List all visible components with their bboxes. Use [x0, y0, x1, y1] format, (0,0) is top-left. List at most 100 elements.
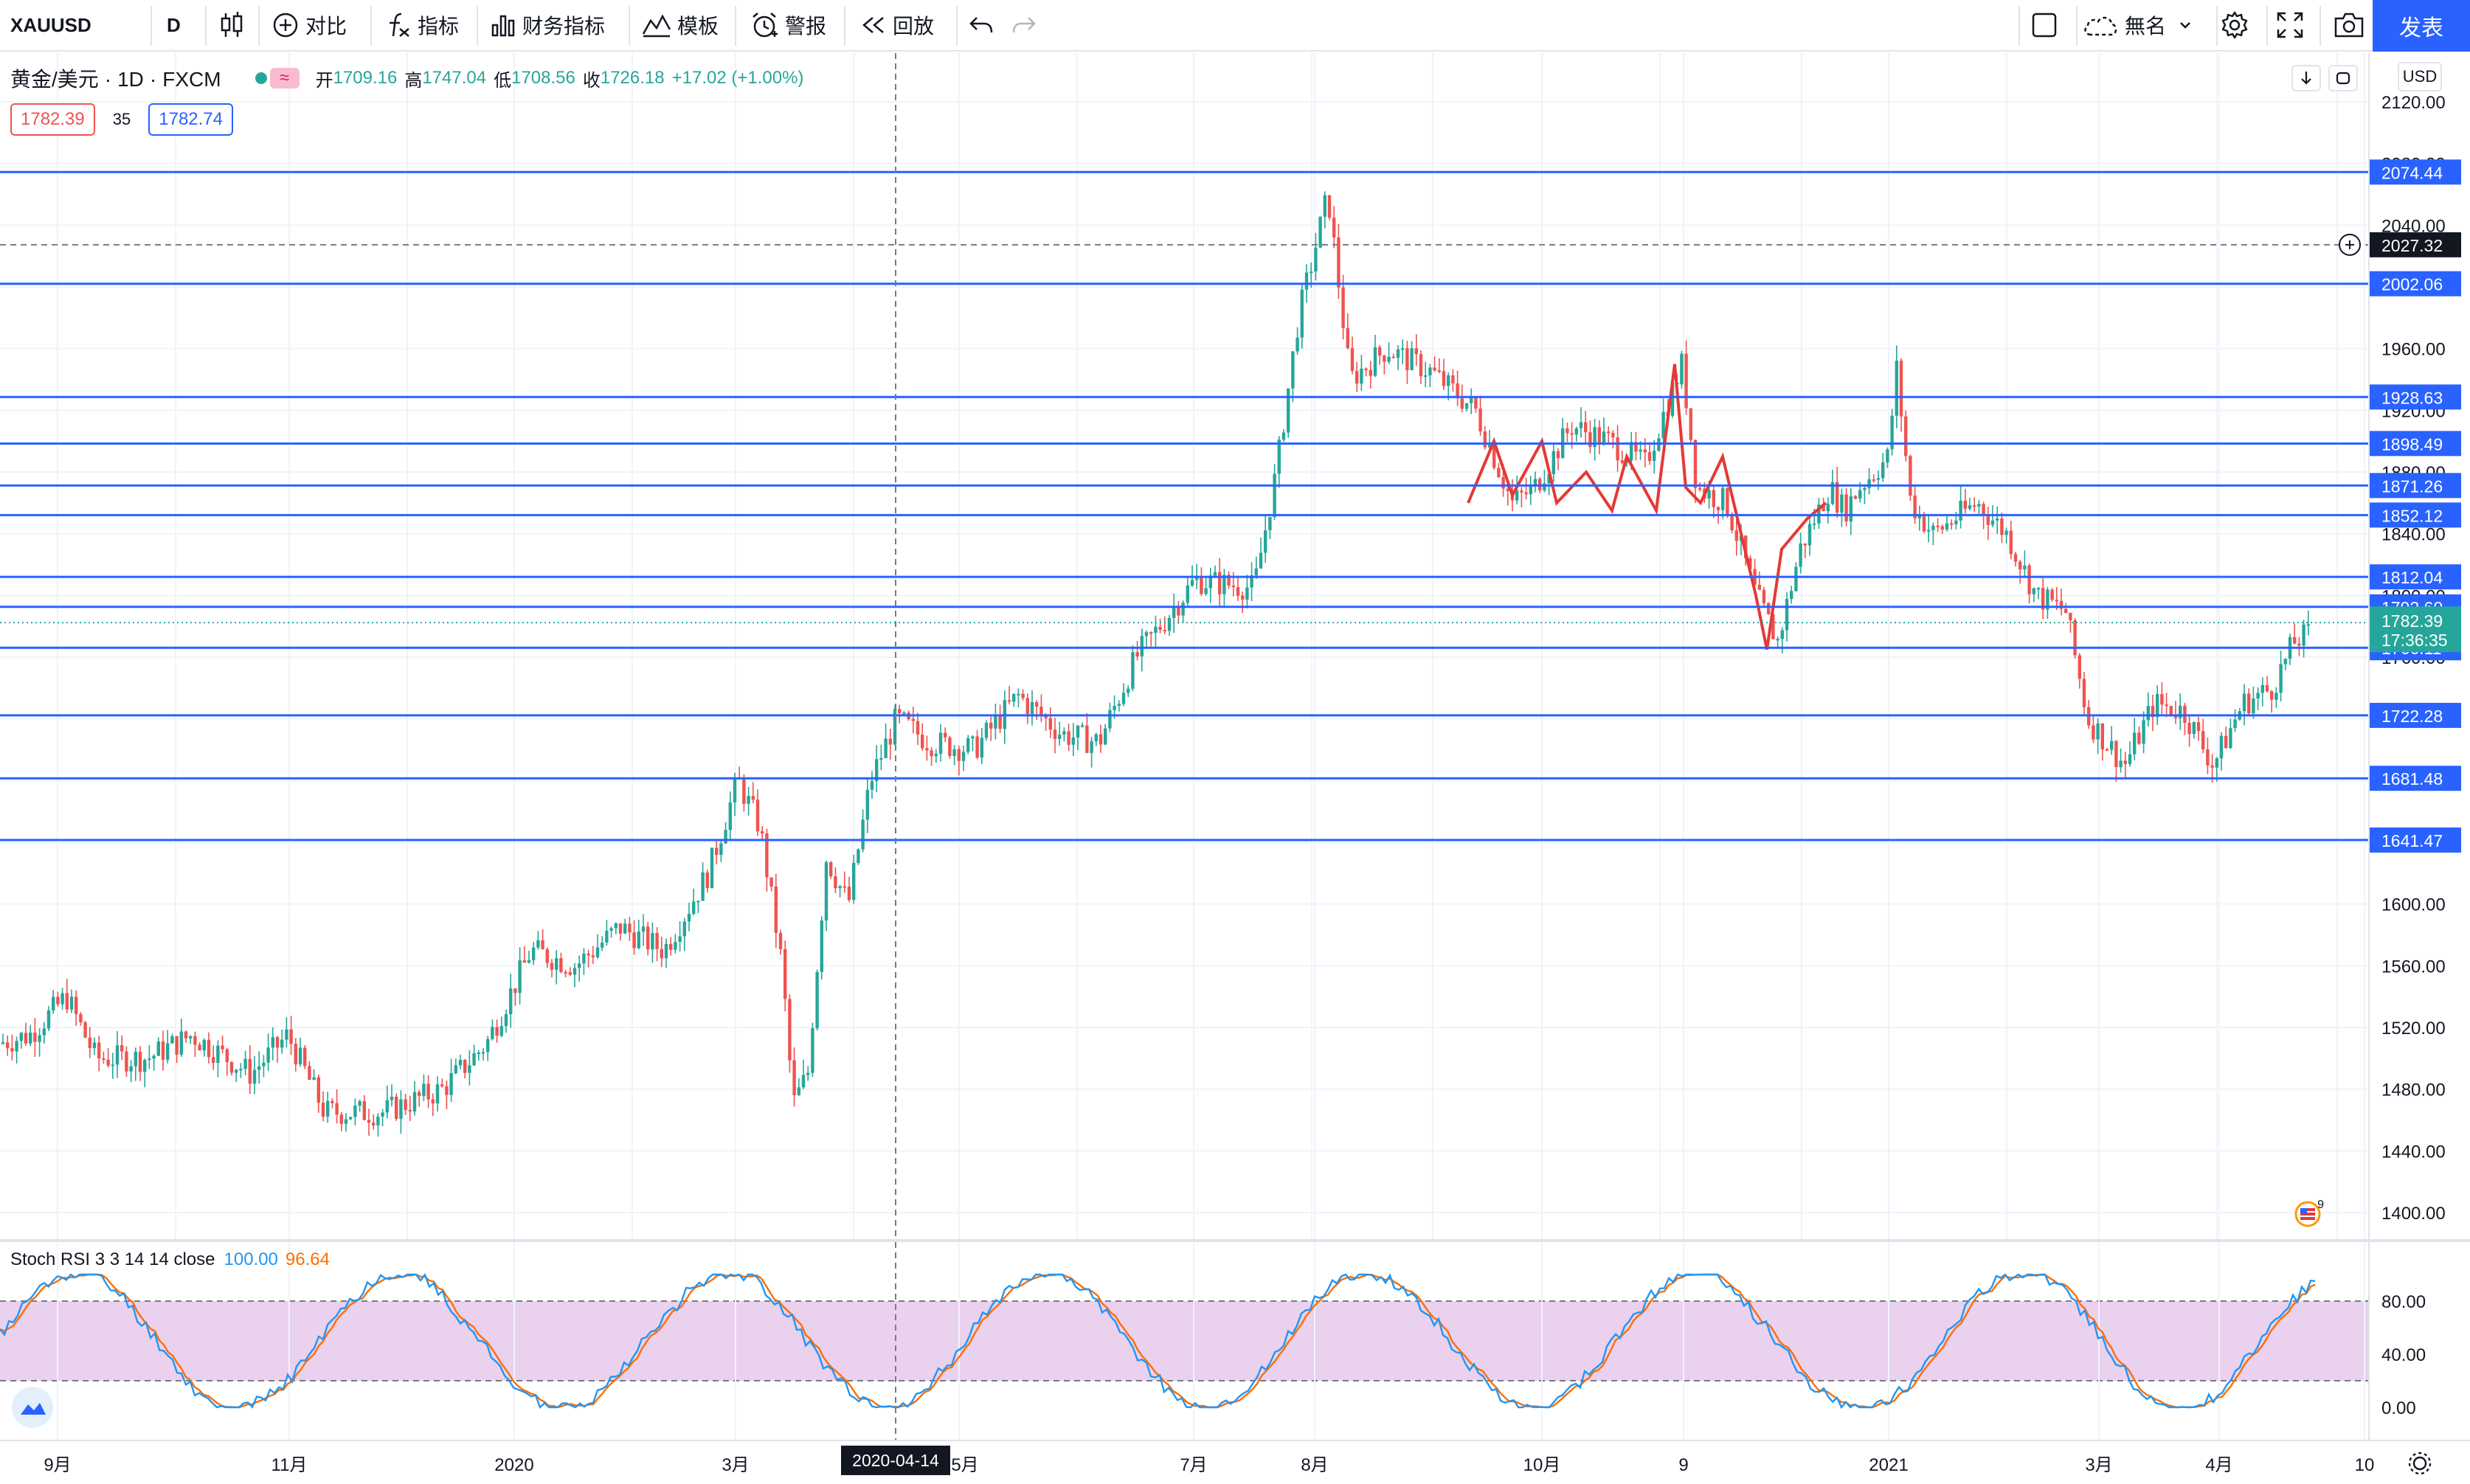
- fullscreen-button[interactable]: [2275, 0, 2305, 50]
- candle-body: [308, 1066, 311, 1080]
- candle-body: [1807, 524, 1812, 546]
- zigzag-drawing[interactable]: [1467, 364, 1827, 650]
- candle-body: [2156, 693, 2159, 718]
- currency-button[interactable]: USD: [2398, 62, 2442, 91]
- stoch-k-line: [0, 1272, 2316, 1410]
- candle-body: [1982, 504, 1985, 516]
- legend-title[interactable]: 黄金/美元 · 1D · FXCM: [10, 68, 221, 91]
- redo-button[interactable]: [1011, 0, 1037, 50]
- crosshair-date-label: 2020-04-14: [852, 1451, 939, 1470]
- buy-button[interactable]: 1782.74: [148, 103, 234, 136]
- reset-scale-button[interactable]: [2328, 65, 2358, 91]
- oscillator-axis[interactable]: 80.00 40.00 0.00: [2368, 1242, 2470, 1440]
- oscillator-legend[interactable]: Stoch RSI 3 3 14 14 close 100.00 96.64: [10, 1249, 330, 1270]
- candle-body: [477, 1053, 480, 1055]
- templates-button[interactable]: 模板: [642, 0, 719, 50]
- layout-name-button[interactable]: 無名: [2082, 0, 2194, 50]
- candle-body: [2137, 732, 2141, 744]
- price-chart[interactable]: [0, 53, 2368, 1239]
- candle-body: [1341, 287, 1345, 328]
- candle-body: [1218, 572, 1222, 594]
- crosshair-plus-icon[interactable]: [2339, 233, 2361, 256]
- candle-body: [1135, 652, 1139, 656]
- candle-body: [1287, 388, 1290, 433]
- market-status-icon[interactable]: [255, 72, 267, 84]
- snapshot-button[interactable]: [2333, 0, 2365, 50]
- oscillator-name: Stoch RSI 3 3 14 14 close: [10, 1249, 215, 1269]
- financials-label: 财务指标: [522, 15, 606, 38]
- candle-body: [1712, 490, 1715, 507]
- osc-tick-1: 40.00: [2381, 1345, 2426, 1365]
- axis-settings-gear-icon[interactable]: [2408, 1452, 2432, 1475]
- candle-body: [1071, 737, 1075, 745]
- candle-body: [1250, 575, 1253, 588]
- compare-button[interactable]: 对比: [271, 0, 347, 50]
- candle-body: [83, 1022, 87, 1038]
- candle-body: [1090, 741, 1093, 753]
- candle-body: [212, 1057, 215, 1064]
- candle-body: [1355, 370, 1359, 384]
- level-label-bg-9: [2370, 702, 2461, 728]
- candle-body: [1186, 585, 1189, 603]
- candle-body: [1108, 710, 1112, 729]
- symbol-search[interactable]: XAUUSD: [10, 0, 91, 50]
- candle-body: [2151, 705, 2155, 718]
- chart-type-button[interactable]: [218, 0, 245, 50]
- candle-body: [2092, 725, 2095, 740]
- indicators-button[interactable]: 指标: [385, 0, 459, 50]
- price-pane[interactable]: [0, 53, 2368, 1239]
- time-axis[interactable]: 9月 11月 2020 3月 5月 7月 8月 10月 9 2021 3月 4月 10 2020-04-1…: [0, 1440, 2470, 1484]
- candle-body: [989, 722, 993, 729]
- candle-body: [1913, 495, 1917, 519]
- candle-body: [152, 1055, 156, 1059]
- candle-body: [2252, 698, 2255, 714]
- candle-body: [1734, 530, 1738, 541]
- layout-select-button[interactable]: [2030, 0, 2058, 50]
- candle-body: [1940, 526, 1944, 530]
- candle-body: [2078, 655, 2081, 679]
- replay-button[interactable]: 回放: [860, 0, 934, 50]
- pane-separator[interactable]: [0, 1239, 2470, 1242]
- alert-button[interactable]: 警报: [750, 0, 826, 50]
- level-label-6: 1812.04: [2381, 568, 2443, 587]
- publish-button[interactable]: 发表: [2373, 0, 2470, 52]
- candle-body: [79, 1013, 83, 1022]
- candle-body: [2187, 723, 2191, 735]
- events-flag-icon[interactable]: 9: [2291, 1198, 2328, 1227]
- candle-body: [2096, 723, 2100, 740]
- candle-body: [1094, 734, 1098, 741]
- candle-body: [1799, 543, 1802, 567]
- candle-body: [1172, 607, 1176, 618]
- candle-body: [1520, 490, 1523, 493]
- candle-body: [1277, 440, 1281, 474]
- candle-body: [1391, 356, 1395, 358]
- candle-body: [221, 1045, 224, 1050]
- last-price-label: 1782.39: [2381, 611, 2443, 631]
- candle-body: [1990, 520, 1995, 525]
- candle-body: [1803, 543, 1807, 546]
- candle-body: [1977, 504, 1981, 507]
- candle-body: [504, 1014, 508, 1027]
- sell-button[interactable]: 1782.39: [10, 103, 95, 136]
- scroll-down-button[interactable]: [2291, 65, 2321, 91]
- candle-body: [229, 1061, 234, 1073]
- financials-button[interactable]: 财务指标: [490, 0, 605, 50]
- tradingview-logo[interactable]: [12, 1387, 53, 1428]
- price-axis[interactable]: 2120.002080.002040.002000.001960.001920.…: [2368, 53, 2470, 1239]
- candle-body: [1350, 347, 1355, 371]
- candle-body: [1, 1042, 5, 1044]
- interval-button[interactable]: D: [167, 0, 181, 50]
- level-label-2: 1928.63: [2381, 388, 2443, 407]
- approx-data-icon[interactable]: ≈: [269, 68, 300, 89]
- stoch-rsi-pane[interactable]: [0, 1242, 2368, 1440]
- settings-button[interactable]: [2219, 0, 2250, 50]
- candle-body: [1707, 490, 1711, 499]
- candle-body: [1387, 356, 1391, 362]
- candle-body: [582, 953, 586, 964]
- price-tick-16: 1480.00: [2381, 1081, 2446, 1100]
- undo-button[interactable]: [968, 0, 994, 50]
- candle-body: [1318, 216, 1322, 248]
- candle-body: [97, 1042, 101, 1058]
- top-toolbar: XAUUSD D 对比 指标 财务指标 模板 警报 回放: [0, 0, 2470, 52]
- candle-body: [235, 1069, 238, 1073]
